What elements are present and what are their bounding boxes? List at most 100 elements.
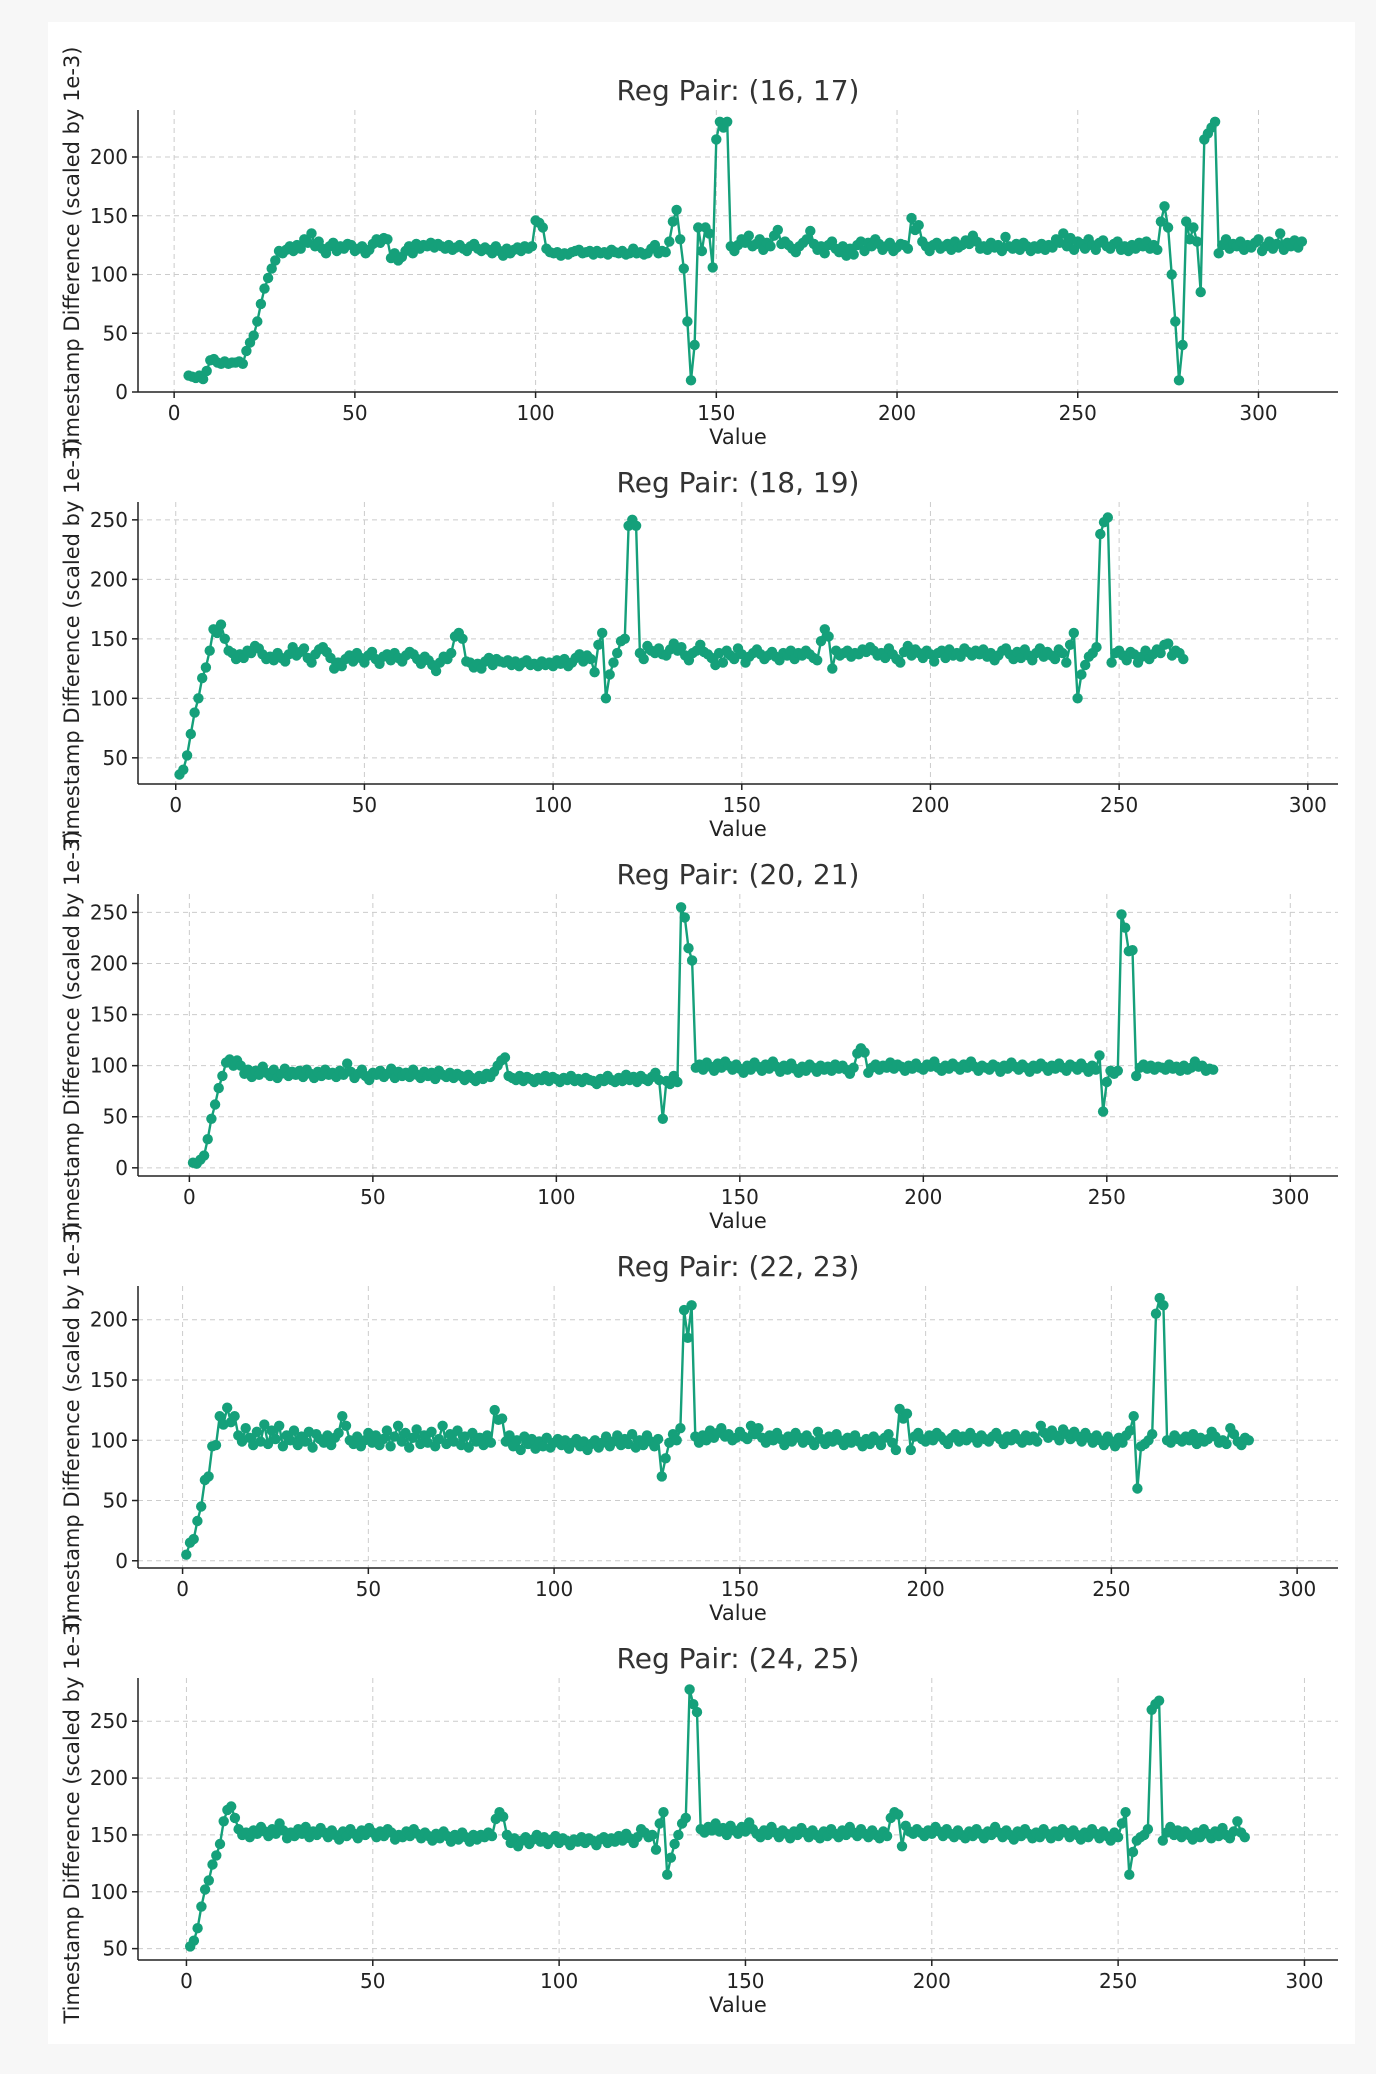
chart-panel-1: 0 50 100 150 200 250 300 0 50 100 150 200 Reg Pair: … [60,47,1338,457]
data-point [1120,922,1131,933]
data-point [608,657,619,668]
data-point [392,1420,404,1432]
data-point [1232,1816,1243,1827]
data-point [541,1432,552,1444]
x-tick-label: 50 [356,1577,381,1601]
y-tick-label: 50 [103,1105,128,1129]
x-tick-label: 300 [1271,1185,1309,1209]
data-point [287,642,298,653]
data-point [696,245,708,257]
data-point [721,1829,732,1841]
data-point [1061,657,1072,668]
data-point [675,902,687,913]
data-point [675,1423,686,1434]
x-tick-label: 200 [913,1969,951,1993]
data-point [211,1850,222,1861]
data-point [1163,638,1174,649]
data-point [894,1403,905,1415]
data-point [382,234,393,245]
data-point [1155,647,1166,659]
data-point [300,1821,311,1833]
data-point [600,1431,612,1442]
data-point [1080,659,1091,671]
data-point [295,243,306,254]
y-tick-label: 0 [115,380,128,404]
data-point [1127,1846,1139,1858]
data-point [901,1408,913,1419]
data-point [893,1809,904,1820]
data-point [619,633,630,644]
data-point [342,1058,353,1069]
data-point [678,1304,690,1316]
x-tick-label: 250 [1092,1577,1130,1601]
x-tick-label: 100 [516,401,554,425]
data-point [905,1444,916,1456]
data-point [266,263,277,274]
data-point [703,228,715,239]
y-tick-label: 0 [115,1549,128,1573]
data-point [188,1935,200,1946]
data-point [1178,653,1189,665]
data-point [1191,236,1203,247]
data-point [638,653,649,665]
data-point [1153,1695,1165,1706]
data-point [400,1427,411,1439]
data-point [593,639,604,650]
data-point [652,1433,664,1445]
data-point [1177,339,1188,351]
data-point [229,1812,241,1824]
data-point [1132,1483,1143,1494]
y-tick-label: 200 [90,951,128,975]
data-point [883,1429,894,1440]
data-point [667,216,679,227]
data-point [672,1076,683,1088]
x-axis-label: Value [709,425,767,449]
data-point [1173,375,1185,386]
y-tick-label: 100 [90,1428,128,1452]
data-point [203,1471,214,1482]
data-point [1181,216,1192,227]
data-point [1166,269,1177,280]
x-axis-label: Value [709,1601,767,1625]
chart-panel-3: 0 50 100 150 200 250 300 0 50 100 150 200 250 Reg Pai… [60,831,1338,1241]
series-markers [185,1684,1251,1952]
data-point [325,652,336,664]
data-point [457,633,468,644]
x-tick-label: 150 [726,1969,764,1993]
data-point [1072,693,1083,704]
y-axis-label: Timestamp Difference (scaled by 1e-3) [60,439,84,849]
x-tick-label: 300 [1285,1969,1323,1993]
data-point [1162,222,1174,233]
data-point [192,1923,203,1934]
y-tick-label: 250 [90,900,128,924]
data-point [691,1706,703,1718]
data-point [259,1419,270,1430]
data-point [298,643,310,654]
data-point [197,373,209,385]
data-point [496,1413,508,1424]
data-point [199,1884,211,1895]
data-point [1157,1835,1169,1846]
x-tick-label: 150 [697,401,735,425]
data-point [1155,216,1167,227]
data-point [669,1838,680,1850]
data-point [274,1420,285,1432]
data-point [743,230,754,241]
data-point [660,1453,671,1464]
y-tick-label: 150 [90,1823,128,1847]
data-point [600,693,612,704]
data-point [1097,1106,1109,1117]
data-point [262,1438,274,1450]
y-tick-label: 150 [90,1003,128,1027]
chart-title: Reg Pair: (18, 19) [617,466,860,499]
data-point [1150,1308,1162,1319]
data-point [729,653,740,665]
data-point [859,1047,870,1058]
data-point [1147,1429,1158,1440]
x-tick-label: 0 [169,793,182,817]
data-point [827,663,838,674]
data-point [823,631,834,642]
data-point [333,1427,344,1439]
data-point [658,1807,669,1818]
data-point [626,1429,638,1440]
